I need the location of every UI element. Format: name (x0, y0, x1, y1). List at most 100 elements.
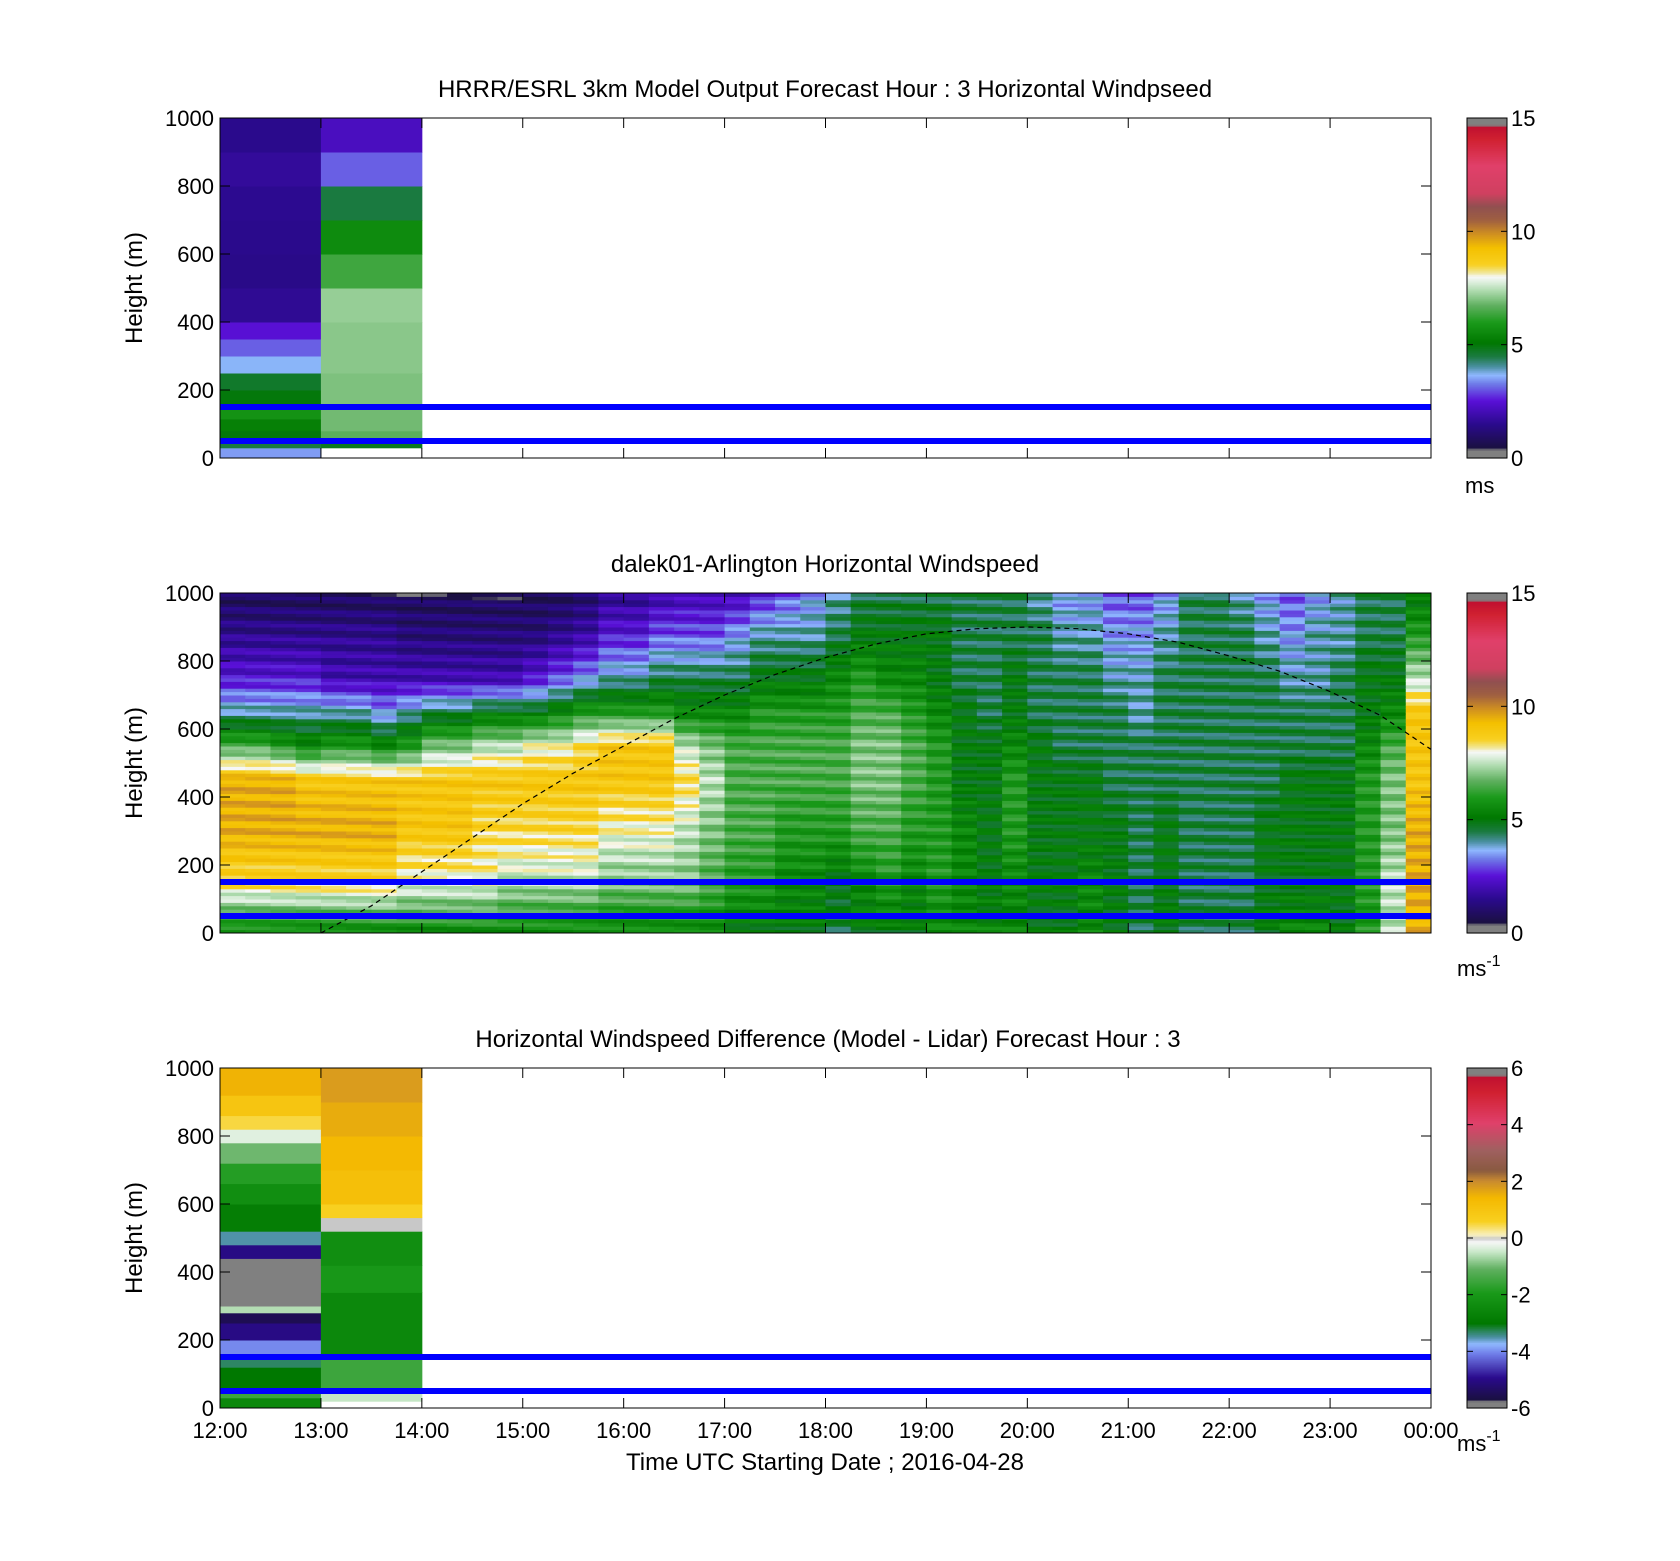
heatmap-cell (749, 807, 776, 812)
heatmap-cell (1077, 858, 1104, 863)
heatmap-cell (320, 865, 347, 869)
heatmap-cell (522, 718, 549, 723)
heatmap-cell (1002, 650, 1028, 655)
heatmap-cell (926, 909, 953, 914)
heatmap-cell (371, 861, 398, 866)
heatmap-cell (875, 926, 902, 931)
heatmap-cell (1002, 718, 1028, 723)
heatmap-cell (775, 810, 801, 815)
heatmap-cell (270, 661, 297, 665)
heatmap-cell (1405, 661, 1431, 665)
heatmap-cell (951, 637, 978, 642)
heatmap-cell (1203, 681, 1230, 686)
heatmap-cell (1052, 627, 1079, 631)
heatmap-cell (1330, 922, 1356, 927)
heatmap-cell (295, 868, 322, 873)
heatmap-cell (522, 749, 549, 754)
heatmap-cell (1304, 695, 1331, 699)
heatmap-cell (295, 606, 322, 611)
heatmap-cell (976, 922, 1003, 927)
heatmap-cell (245, 701, 271, 706)
heatmap-cell (1355, 899, 1382, 903)
heatmap-cell (220, 766, 246, 771)
heatmap-cell (220, 633, 246, 638)
heatmap-cell (775, 599, 801, 604)
heatmap-cell (875, 596, 902, 601)
heatmap-cell (447, 888, 473, 893)
heatmap-cell (1002, 647, 1028, 652)
heatmap-cell (800, 861, 826, 866)
heatmap-cell (447, 718, 473, 723)
heatmap-cell (547, 899, 574, 903)
heatmap-cell (421, 667, 448, 672)
heatmap-cell (1229, 824, 1255, 829)
heatmap-cell (1380, 905, 1407, 910)
heatmap-cell (371, 905, 398, 910)
heatmap-cell (522, 729, 549, 733)
heatmap-cell (421, 674, 448, 679)
heatmap-cell (1203, 623, 1230, 628)
heatmap-cell (522, 861, 549, 866)
heatmap-cell (1203, 661, 1230, 665)
heatmap-cell (1153, 776, 1180, 781)
heatmap-cell (1355, 929, 1382, 933)
heatmap-cell (901, 797, 927, 801)
heatmap-cell (1304, 735, 1331, 740)
heatmap-cells (220, 118, 423, 458)
heatmap-cell (320, 902, 347, 907)
heatmap-cell (800, 871, 826, 876)
heatmap-cell (825, 922, 852, 927)
heatmap-cell (245, 926, 271, 931)
heatmap-cell (775, 793, 801, 798)
heatmap-cell (1254, 637, 1281, 642)
heatmap-cell (371, 596, 398, 601)
heatmap-cell (472, 861, 499, 866)
heatmap-cell (749, 681, 776, 686)
heatmap-cell (220, 684, 246, 689)
heatmap-cell (1279, 814, 1306, 818)
heatmap-cell (1128, 773, 1154, 778)
heatmap-cell (875, 848, 902, 852)
heatmap-cell (320, 858, 347, 863)
heatmap-cell (1077, 905, 1104, 910)
heatmap-cell (1103, 616, 1129, 621)
heatmap-cell (1128, 593, 1154, 597)
heatmap-cell (623, 705, 650, 710)
heatmap-cell (1178, 657, 1205, 662)
heatmap-cell (901, 868, 927, 873)
heatmap-cell (1178, 756, 1205, 761)
heatmap-cell (1279, 858, 1306, 863)
heatmap-cell (320, 441, 423, 449)
heatmap-cell (648, 729, 675, 733)
heatmap-cell (396, 633, 423, 638)
heatmap-cell (320, 871, 347, 876)
colorbar-tick-label: 0 (1511, 921, 1523, 946)
heatmap-cell (1279, 620, 1306, 625)
heatmap-cell (1002, 783, 1028, 788)
heatmap-cell (346, 868, 372, 873)
heatmap-cell (623, 885, 650, 890)
heatmap-cell (421, 797, 448, 801)
heatmap-cell (598, 834, 625, 839)
heatmap-cell (547, 790, 574, 795)
heatmap-cell (1229, 841, 1255, 846)
heatmap-cell (1203, 593, 1230, 597)
heatmap-cell (1077, 817, 1104, 822)
heatmap-cell (1178, 664, 1205, 669)
heatmap-cell (1103, 756, 1129, 761)
heatmap-cell (825, 786, 852, 791)
heatmap-cell (371, 844, 398, 849)
heatmap-cell (1203, 616, 1230, 621)
heatmap-cell (547, 905, 574, 910)
heatmap-cell (447, 885, 473, 890)
heatmap-cell (472, 783, 499, 788)
heatmap-cell (1052, 776, 1079, 781)
heatmap-cell (396, 664, 423, 669)
heatmap-cell (648, 657, 675, 662)
heatmap-cell (1178, 922, 1205, 927)
heatmap-cell (1052, 868, 1079, 873)
heatmap-cell (447, 637, 473, 642)
heatmap-cell (1027, 627, 1054, 631)
heatmap-cell (522, 831, 549, 835)
heatmap-cell (598, 776, 625, 781)
